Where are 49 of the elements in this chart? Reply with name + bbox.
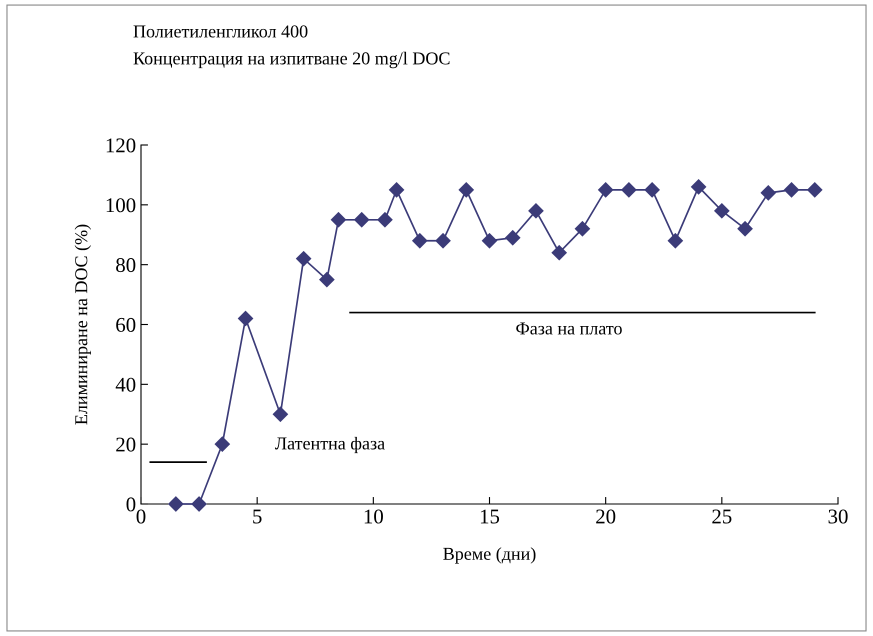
x-tick-label: 5 bbox=[253, 510, 262, 524]
point bbox=[319, 272, 334, 288]
x-tick-label: 10 bbox=[364, 509, 383, 524]
y-tick-label: 120 bbox=[106, 138, 136, 152]
point bbox=[784, 182, 800, 198]
x-axis-title: Време (дни) bbox=[443, 547, 536, 564]
point bbox=[714, 203, 730, 218]
y-tick-label: 20 bbox=[116, 438, 136, 452]
x-tick-label: 20 bbox=[596, 509, 616, 524]
y-tick-label: 0 bbox=[126, 497, 136, 512]
point bbox=[644, 182, 660, 198]
y-tick-label: 100 bbox=[106, 198, 136, 212]
point bbox=[192, 496, 207, 512]
x-tick-label: 30 bbox=[828, 509, 848, 524]
point bbox=[272, 406, 288, 422]
point bbox=[435, 233, 451, 248]
y-tick-label: 40 bbox=[116, 378, 136, 392]
chart-subtitle: Концентрация на изпитване 20 mg/l DOC bbox=[134, 52, 450, 68]
point bbox=[377, 212, 393, 228]
point bbox=[528, 203, 544, 218]
point bbox=[238, 310, 254, 326]
point bbox=[168, 496, 184, 512]
x-tick-label: 25 bbox=[712, 510, 732, 524]
point bbox=[505, 230, 520, 246]
point bbox=[354, 212, 370, 228]
y-tick-label: 60 bbox=[116, 318, 136, 332]
point bbox=[691, 179, 706, 194]
annotation: Фаза на плато bbox=[516, 322, 622, 335]
chart-title: Полиетиленгликол 400 bbox=[134, 25, 308, 38]
point bbox=[737, 221, 753, 236]
point bbox=[330, 212, 346, 228]
point bbox=[296, 251, 312, 266]
y-axis-title: Елиминиране на DOC (%) bbox=[74, 224, 91, 425]
point bbox=[598, 182, 614, 198]
y-tick-label: 80 bbox=[116, 258, 136, 272]
annotation: Латентна фаза bbox=[275, 436, 385, 454]
point bbox=[760, 185, 776, 200]
point bbox=[458, 182, 474, 198]
point bbox=[482, 233, 498, 248]
point bbox=[621, 182, 636, 198]
point bbox=[412, 233, 428, 248]
point bbox=[552, 245, 567, 260]
x-tick-label: 15 bbox=[480, 510, 500, 524]
point bbox=[574, 221, 590, 236]
point bbox=[214, 436, 230, 452]
point bbox=[807, 182, 822, 198]
x-tick-label: 0 bbox=[136, 509, 146, 524]
point bbox=[668, 233, 683, 248]
point bbox=[388, 182, 404, 198]
